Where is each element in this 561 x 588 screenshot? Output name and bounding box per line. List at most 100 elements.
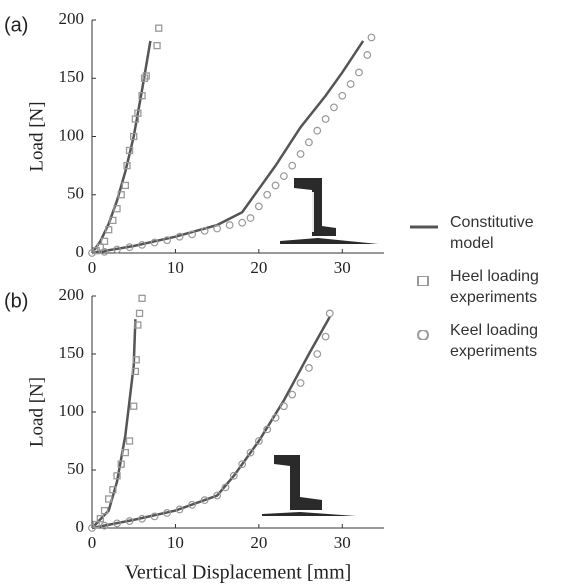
legend-square <box>417 276 429 286</box>
circle-marker <box>138 514 146 523</box>
square-marker <box>138 294 146 302</box>
legend-entry: Constitutive model <box>410 212 560 254</box>
circle-marker <box>188 230 197 239</box>
circle-marker <box>305 138 313 147</box>
x-tick-label: 30 <box>334 533 351 552</box>
square-marker <box>96 243 104 251</box>
circle-marker <box>175 232 184 241</box>
circle-marker <box>363 51 372 59</box>
square-marker <box>125 437 134 445</box>
circle-marker <box>113 245 121 254</box>
circle-marker <box>321 115 330 123</box>
y-tick-label: 50 <box>67 184 84 203</box>
y-tick-label: 0 <box>76 242 85 261</box>
circle-marker <box>246 448 255 457</box>
y-axis-label: Load [N] <box>26 377 47 447</box>
x-axis-label: Vertical Displacement [mm] <box>125 562 352 584</box>
circle-marker <box>313 126 322 135</box>
circle-marker <box>213 224 222 233</box>
y-tick-label: 150 <box>59 343 85 362</box>
square-marker <box>105 226 113 234</box>
legend-circle <box>417 330 429 340</box>
circle-marker <box>150 238 159 247</box>
circle-marker <box>271 181 280 190</box>
circle-marker <box>188 500 197 509</box>
circle-marker <box>175 505 184 514</box>
circle-marker <box>279 402 288 411</box>
square-marker <box>130 402 138 410</box>
circle-marker <box>88 524 96 532</box>
circle-marker <box>200 496 209 505</box>
y-axis-label: Load [N] <box>26 101 47 171</box>
circle-marker <box>288 390 297 399</box>
circle-marker <box>254 437 263 445</box>
legend-swatch <box>410 225 438 229</box>
legend: Constitutive model Heel loading experimen… <box>410 212 560 374</box>
circle-marker <box>346 80 355 88</box>
square-marker <box>100 506 109 515</box>
panel-label: (b) <box>4 290 28 312</box>
circle-marker <box>213 491 222 500</box>
circle-marker <box>221 483 230 492</box>
circle-marker <box>263 190 272 199</box>
legend-swatch <box>417 330 429 340</box>
y-tick-label: 150 <box>59 67 85 86</box>
square-marker <box>125 146 134 155</box>
circle-marker <box>305 364 313 372</box>
circle-marker <box>100 521 109 530</box>
circle-marker <box>296 379 305 387</box>
circle-marker <box>246 214 255 222</box>
square-marker <box>131 367 140 376</box>
square-marker <box>132 356 140 364</box>
square-marker <box>105 495 113 503</box>
square-marker <box>135 309 144 318</box>
square-marker <box>138 92 146 100</box>
legend-entry: Keel loading experiments <box>410 320 560 362</box>
square-marker <box>153 41 161 50</box>
x-tick-label: 20 <box>250 258 267 277</box>
square-marker <box>96 515 104 523</box>
circle-marker <box>254 202 263 211</box>
circle-marker <box>125 517 134 525</box>
circle-marker <box>88 249 96 257</box>
circle-marker <box>338 91 347 100</box>
legend-entry: Heel loading experiments <box>410 266 560 308</box>
square-marker <box>109 486 117 494</box>
inset-b <box>262 455 356 516</box>
square-marker <box>134 109 142 117</box>
y-tick-label: 100 <box>59 401 85 420</box>
panel-label: (a) <box>4 14 28 36</box>
y-tick-label: 50 <box>67 459 84 478</box>
square-marker <box>117 191 125 199</box>
circle-marker <box>238 218 247 227</box>
circle-marker <box>100 247 109 256</box>
square-marker <box>109 216 117 225</box>
circle-marker <box>229 471 238 480</box>
legend-swatch <box>417 276 429 286</box>
inset-a <box>280 178 378 244</box>
y-tick-label: 0 <box>76 517 85 536</box>
circle-marker <box>163 509 171 517</box>
circle-marker <box>238 460 247 469</box>
circle-marker <box>325 309 334 318</box>
square-marker <box>117 460 125 468</box>
circle-marker <box>288 161 297 170</box>
circle-marker <box>271 413 280 422</box>
x-tick-label: 0 <box>88 258 97 277</box>
square-marker <box>121 448 130 457</box>
circle-marker <box>279 172 288 181</box>
x-tick-label: 20 <box>250 533 267 552</box>
circle-marker <box>113 519 121 528</box>
x-tick-label: 10 <box>167 258 184 277</box>
circle-marker <box>225 221 234 229</box>
square-marker <box>113 472 121 480</box>
circle-marker <box>313 350 322 358</box>
x-tick-label: 10 <box>167 533 184 552</box>
x-tick-label: 0 <box>88 533 97 552</box>
square-marker <box>155 24 163 32</box>
x-tick-label: 30 <box>334 258 351 277</box>
square-marker <box>113 205 121 213</box>
square-marker <box>121 181 130 190</box>
